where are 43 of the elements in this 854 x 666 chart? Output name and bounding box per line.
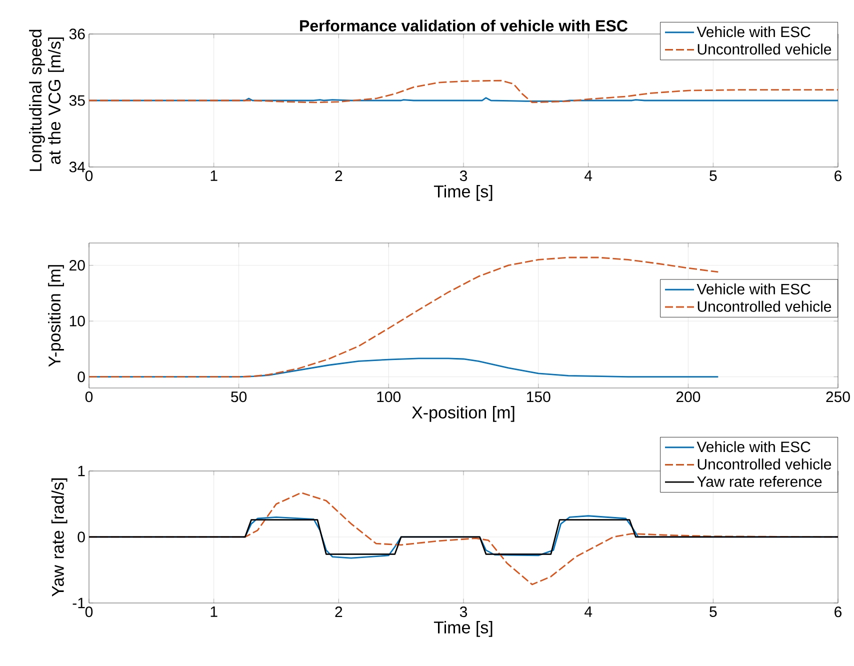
- x-tick-label: 0: [85, 392, 93, 402]
- y-tick-label: 35: [69, 95, 85, 106]
- x-tick-label: 0: [85, 170, 93, 182]
- legend-label: Vehicle with ESC: [696, 441, 810, 452]
- y-tick-label: 34: [69, 162, 86, 172]
- y-tick-label: 0: [78, 372, 85, 382]
- legend-label: Uncontrolled vehicle: [698, 44, 832, 55]
- y-axis-title: Yaw rate [rad/s]: [51, 478, 68, 596]
- x-axis-title: X-position [m]: [412, 406, 514, 422]
- x-tick-label: 6: [834, 606, 842, 618]
- x-tick-label: 2: [335, 170, 342, 181]
- x-tick-label: 5: [710, 170, 717, 181]
- chart-title: Performance validation of vehicle with ESC: [300, 20, 628, 32]
- x-tick-label: 3: [460, 606, 468, 618]
- y-axis-title: Y-position [m]: [48, 265, 64, 367]
- y-tick-label: -1: [72, 598, 85, 608]
- x-tick-label: 100: [377, 392, 401, 402]
- x-tick-label: 1: [210, 170, 218, 181]
- x-axis-title: Time [s]: [434, 185, 492, 201]
- x-tick-label: 3: [460, 170, 468, 182]
- legend-label: Yaw rate reference: [697, 476, 822, 487]
- legend-label: Vehicle with ESC: [696, 283, 810, 294]
- x-tick-label: 4: [584, 606, 592, 617]
- x-tick-label: 50: [231, 392, 247, 402]
- legend-label: Uncontrolled vehicle: [698, 458, 832, 470]
- y-tick-label: 1: [78, 466, 85, 476]
- x-tick-label: 250: [826, 392, 850, 402]
- legend-label: Uncontrolled vehicle: [698, 300, 832, 312]
- x-tick-label: 2: [335, 606, 342, 617]
- y-tick-label: 20: [70, 260, 85, 271]
- y-axis-title: Longitudinal speed at the VCG [m/s]: [29, 30, 64, 171]
- y-tick-label: 10: [70, 316, 85, 326]
- x-tick-label: 0: [85, 606, 93, 618]
- x-axis-title: Time [s]: [434, 621, 492, 637]
- x-tick-label: 150: [527, 392, 550, 402]
- y-tick-label: 36: [69, 28, 85, 40]
- x-tick-label: 6: [834, 170, 842, 182]
- y-tick-label: 0: [78, 532, 85, 542]
- legend-label: Vehicle with ESC: [696, 26, 810, 38]
- x-tick-label: 1: [210, 606, 218, 617]
- x-tick-label: 5: [710, 606, 717, 617]
- x-tick-label: 200: [676, 392, 700, 402]
- x-tick-label: 4: [584, 170, 592, 181]
